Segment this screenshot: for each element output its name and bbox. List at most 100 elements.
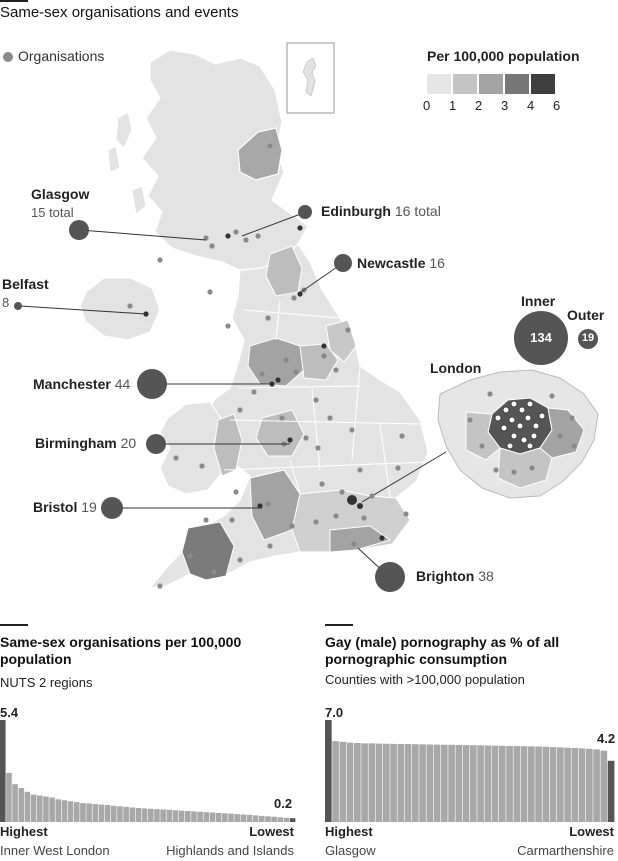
edinburgh-bubble xyxy=(298,205,312,219)
london-label: London xyxy=(430,360,482,376)
chart2-bar-6 xyxy=(368,743,376,822)
legend-swatch-1 xyxy=(453,74,477,94)
chart2-bar-31 xyxy=(549,747,557,822)
legend-tick-3: 3 xyxy=(501,98,509,113)
chart1-title: Same-sex organisations per 100,000 popul… xyxy=(0,634,242,667)
chart1-max-label: 5.4 xyxy=(0,705,19,720)
belfast-bubble xyxy=(14,302,22,310)
chart1-bar-14 xyxy=(86,803,92,822)
hebrides xyxy=(107,111,147,215)
chart1-bar-23 xyxy=(141,808,148,822)
birmingham-bubble xyxy=(146,434,166,454)
chart2-bar-24 xyxy=(499,745,506,822)
northern-ireland-region xyxy=(79,277,161,341)
chart2-bar-5 xyxy=(361,743,368,822)
glasgow-label: Glasgow xyxy=(31,186,90,202)
chart1-bar-27 xyxy=(166,809,173,822)
newcastle-name: Newcastle xyxy=(357,255,426,271)
chart2-bar-8 xyxy=(383,743,390,822)
chart2-bar-23 xyxy=(491,745,499,822)
chart2-bar-12 xyxy=(412,744,419,822)
chart1-bar-2 xyxy=(12,784,18,822)
chart1-bar-47 xyxy=(289,818,296,822)
inner-london-label: Inner xyxy=(521,293,556,309)
newcastle-label: Newcastle 16 xyxy=(357,255,445,271)
organisation-dots xyxy=(127,143,409,589)
chart2-bar-25 xyxy=(506,745,513,822)
chart1-left-name: Inner West London xyxy=(0,843,110,858)
chart1-bar-33 xyxy=(203,812,210,822)
chart1-bar-3 xyxy=(18,788,25,822)
glasgow-note: 15 total xyxy=(31,205,74,220)
birmingham-name: Birmingham xyxy=(35,435,117,451)
chart1-bar-46 xyxy=(283,817,290,822)
city-bubbles xyxy=(14,205,598,592)
chart1-bar-30 xyxy=(185,811,191,822)
outer-london-label: Outer xyxy=(567,307,605,323)
chart2-bar-27 xyxy=(520,746,528,822)
chart1-bar-37 xyxy=(228,813,234,822)
chart2-bar-35 xyxy=(578,748,586,822)
chart1-bar-0 xyxy=(0,720,6,822)
chart1-bar-6 xyxy=(37,795,43,822)
chart1-bar-43 xyxy=(265,816,271,822)
chart1-bar-19 xyxy=(117,806,123,822)
chart2-bar-26 xyxy=(513,746,521,822)
chart1-bar-10 xyxy=(61,800,68,822)
edinburgh-note: 16 total xyxy=(394,203,441,219)
chart1-title-rule xyxy=(0,624,28,626)
legend-scale xyxy=(427,74,569,94)
uk-map xyxy=(14,42,599,592)
manchester-bubble xyxy=(137,369,167,399)
chart1-bar-12 xyxy=(74,802,80,822)
glasgow-bubble xyxy=(69,220,89,240)
chart2-bar-4 xyxy=(354,743,361,822)
chart2-bar-3 xyxy=(346,742,354,822)
chart2-bar-34 xyxy=(571,747,579,822)
inner-london-value: 134 xyxy=(530,330,552,345)
chart1-bar-21 xyxy=(129,807,136,822)
west-yorkshire-region xyxy=(299,343,339,381)
chart2-bar-0 xyxy=(325,720,332,822)
chart2-max-label: 7.0 xyxy=(325,705,344,720)
chart1-bar-28 xyxy=(172,810,179,822)
newcastle-note: 16 xyxy=(429,255,445,271)
chart2-bar-33 xyxy=(564,747,571,822)
manchester-note: 44 xyxy=(114,376,131,392)
chart2-bar-18 xyxy=(455,744,463,822)
chart2-title: Gay (male) pornography as % of all porno… xyxy=(325,634,560,667)
chart2-bars xyxy=(325,720,615,822)
legend-swatch-2 xyxy=(479,74,503,94)
chart1-bar-7 xyxy=(43,796,49,822)
legend-tick-5: 6 xyxy=(553,98,561,113)
chart2-left-label: Highest xyxy=(325,824,373,839)
brighton-region xyxy=(329,525,392,553)
chart1-min-label: 0.2 xyxy=(274,796,293,811)
london-leader-line xyxy=(361,451,447,503)
belfast-note: 8 xyxy=(2,295,10,310)
outer-london-south xyxy=(497,447,553,489)
outer-london-value: 19 xyxy=(581,332,595,344)
chart2-bar-19 xyxy=(462,745,470,822)
chart2-bar-1 xyxy=(332,741,339,822)
map-title: Same-sex organisations and events xyxy=(0,4,239,21)
bristol-name: Bristol xyxy=(33,499,78,515)
chart1-bar-13 xyxy=(80,803,86,822)
city-leaders xyxy=(19,211,389,577)
chart1-bar-34 xyxy=(209,812,216,822)
devon-region xyxy=(181,521,235,581)
edinburgh-name: Edinburgh xyxy=(321,203,391,219)
legend-tick-1: 1 xyxy=(449,98,457,113)
belfast-label: Belfast xyxy=(2,276,49,292)
london-outer-dots xyxy=(467,391,577,475)
chart1-right-label: Lowest xyxy=(249,824,294,839)
chart1-bar-11 xyxy=(67,801,74,822)
birmingham-note: 20 xyxy=(120,435,137,451)
chart1-bar-24 xyxy=(148,808,154,822)
chart2-right-label: Lowest xyxy=(569,824,614,839)
chart2-bar-9 xyxy=(390,743,397,822)
edinburgh-label: Edinburgh 16 total xyxy=(321,203,441,219)
northumberland-region xyxy=(265,245,303,297)
chart1-left-label: Highest xyxy=(0,824,48,839)
chart2-bar-30 xyxy=(542,746,550,822)
